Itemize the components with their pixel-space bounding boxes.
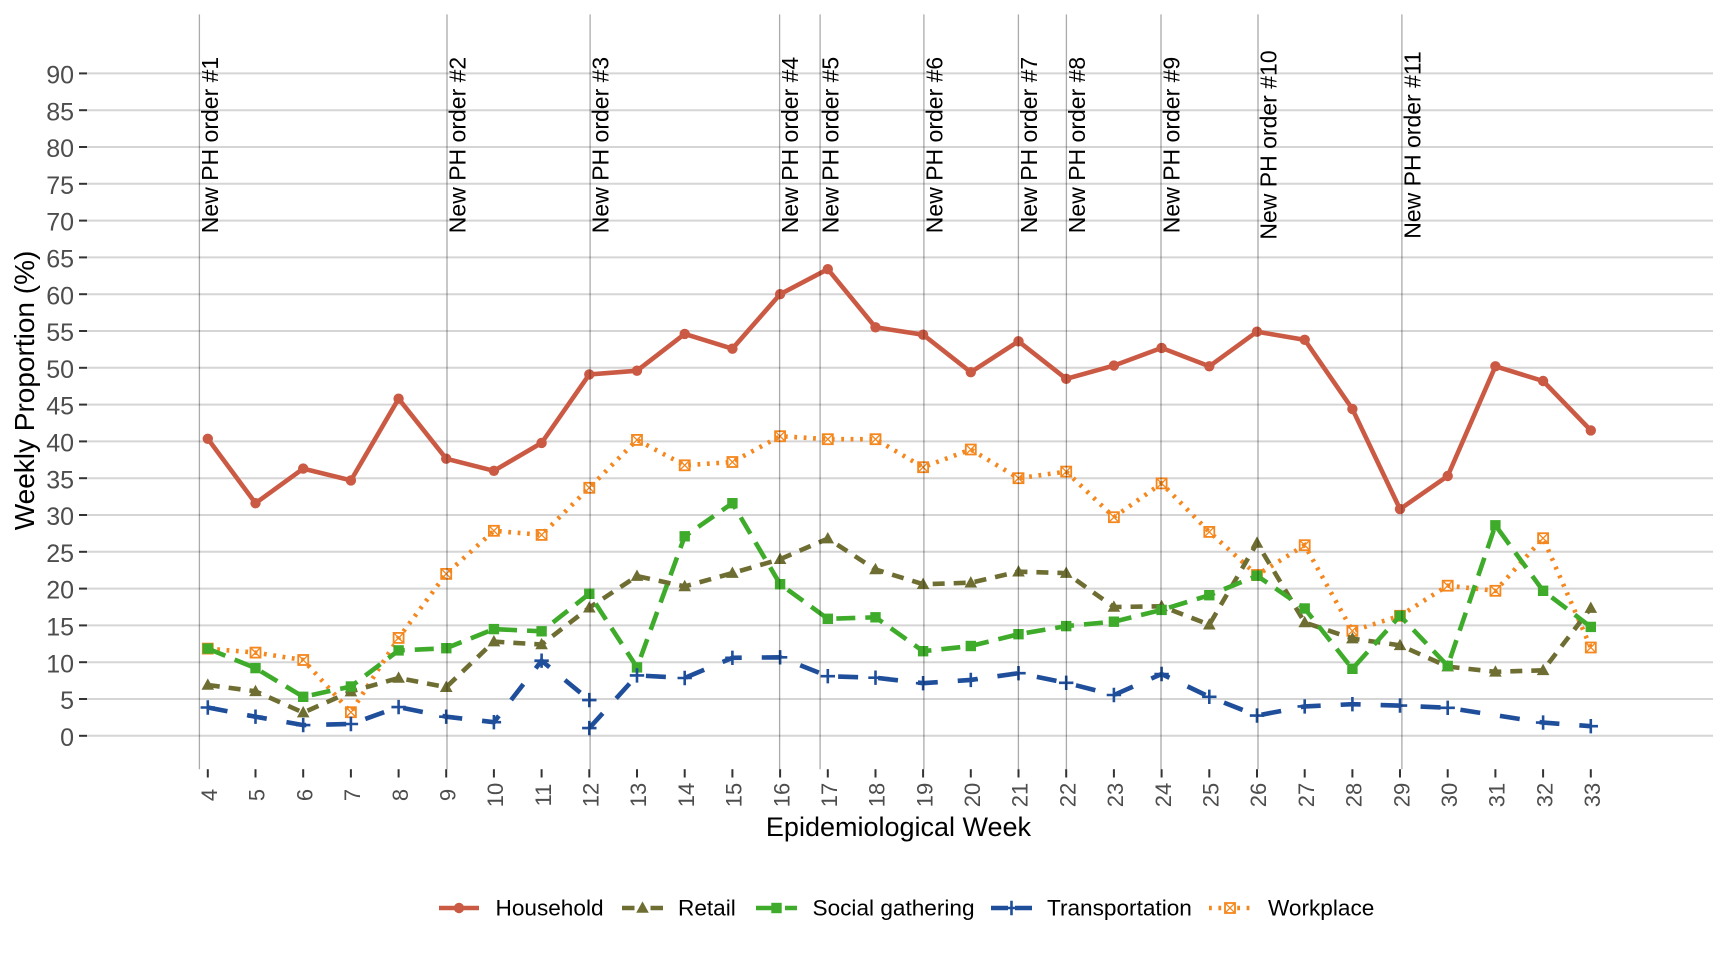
svg-text:4: 4 bbox=[197, 789, 222, 801]
svg-text:5: 5 bbox=[245, 789, 270, 801]
svg-text:Workplace: Workplace bbox=[1268, 896, 1374, 921]
svg-text:New PH order #11: New PH order #11 bbox=[1399, 51, 1425, 239]
svg-text:New PH order #7: New PH order #7 bbox=[1016, 57, 1042, 233]
svg-text:21: 21 bbox=[1008, 783, 1033, 807]
svg-text:10: 10 bbox=[483, 783, 508, 807]
svg-text:30: 30 bbox=[1437, 783, 1462, 807]
svg-text:24: 24 bbox=[1151, 783, 1176, 807]
svg-text:Retail: Retail bbox=[678, 896, 736, 921]
svg-text:50: 50 bbox=[46, 356, 74, 384]
svg-text:New PH order #2: New PH order #2 bbox=[445, 57, 471, 233]
svg-text:12: 12 bbox=[579, 783, 604, 807]
svg-text:15: 15 bbox=[46, 614, 74, 642]
svg-text:32: 32 bbox=[1532, 783, 1557, 807]
svg-text:35: 35 bbox=[46, 466, 74, 494]
svg-text:14: 14 bbox=[674, 783, 699, 807]
svg-text:28: 28 bbox=[1342, 783, 1367, 807]
svg-text:29: 29 bbox=[1389, 783, 1414, 807]
svg-text:New PH order #5: New PH order #5 bbox=[818, 57, 844, 233]
svg-text:New PH order #3: New PH order #3 bbox=[588, 57, 614, 233]
svg-text:7: 7 bbox=[340, 789, 365, 801]
svg-text:60: 60 bbox=[46, 282, 74, 310]
svg-text:New PH order #10: New PH order #10 bbox=[1256, 50, 1282, 239]
svg-text:25: 25 bbox=[1199, 783, 1224, 807]
svg-text:33: 33 bbox=[1580, 783, 1605, 807]
svg-text:70: 70 bbox=[46, 209, 74, 237]
svg-text:10: 10 bbox=[46, 650, 74, 678]
svg-text:Social gathering: Social gathering bbox=[813, 896, 975, 921]
svg-text:26: 26 bbox=[1246, 783, 1271, 807]
svg-text:New PH order #4: New PH order #4 bbox=[777, 57, 803, 234]
svg-text:6: 6 bbox=[292, 789, 317, 801]
svg-text:22: 22 bbox=[1055, 783, 1080, 807]
svg-text:55: 55 bbox=[46, 319, 74, 347]
svg-text:13: 13 bbox=[626, 783, 651, 807]
svg-text:90: 90 bbox=[46, 62, 74, 90]
svg-text:Weekly Proportion (%): Weekly Proportion (%) bbox=[9, 251, 40, 531]
svg-text:5: 5 bbox=[60, 687, 74, 715]
svg-text:27: 27 bbox=[1294, 783, 1319, 807]
svg-text:31: 31 bbox=[1485, 783, 1510, 807]
svg-text:New PH order #9: New PH order #9 bbox=[1159, 57, 1185, 233]
svg-text:23: 23 bbox=[1103, 783, 1128, 807]
svg-text:30: 30 bbox=[46, 503, 74, 531]
svg-text:New PH order #1: New PH order #1 bbox=[197, 57, 223, 233]
svg-text:18: 18 bbox=[865, 783, 890, 807]
svg-text:15: 15 bbox=[722, 783, 747, 807]
svg-text:75: 75 bbox=[46, 172, 74, 200]
svg-text:9: 9 bbox=[435, 789, 460, 801]
svg-text:Household: Household bbox=[496, 896, 604, 921]
svg-text:New PH order #8: New PH order #8 bbox=[1064, 57, 1090, 233]
svg-text:Epidemiological Week: Epidemiological Week bbox=[766, 812, 1032, 842]
svg-text:80: 80 bbox=[46, 135, 74, 163]
svg-text:85: 85 bbox=[46, 98, 74, 126]
svg-text:New PH order #6: New PH order #6 bbox=[921, 57, 947, 233]
svg-text:20: 20 bbox=[46, 577, 74, 605]
svg-text:20: 20 bbox=[960, 783, 985, 807]
svg-text:Transportation: Transportation bbox=[1047, 896, 1192, 921]
svg-text:17: 17 bbox=[817, 783, 842, 807]
svg-text:40: 40 bbox=[46, 430, 74, 458]
svg-text:19: 19 bbox=[912, 783, 937, 807]
svg-text:45: 45 bbox=[46, 393, 74, 421]
svg-text:16: 16 bbox=[769, 783, 794, 807]
svg-text:0: 0 bbox=[60, 724, 74, 752]
svg-text:8: 8 bbox=[388, 789, 413, 801]
svg-text:11: 11 bbox=[531, 784, 556, 807]
svg-text:65: 65 bbox=[46, 246, 74, 274]
svg-text:25: 25 bbox=[46, 540, 74, 568]
